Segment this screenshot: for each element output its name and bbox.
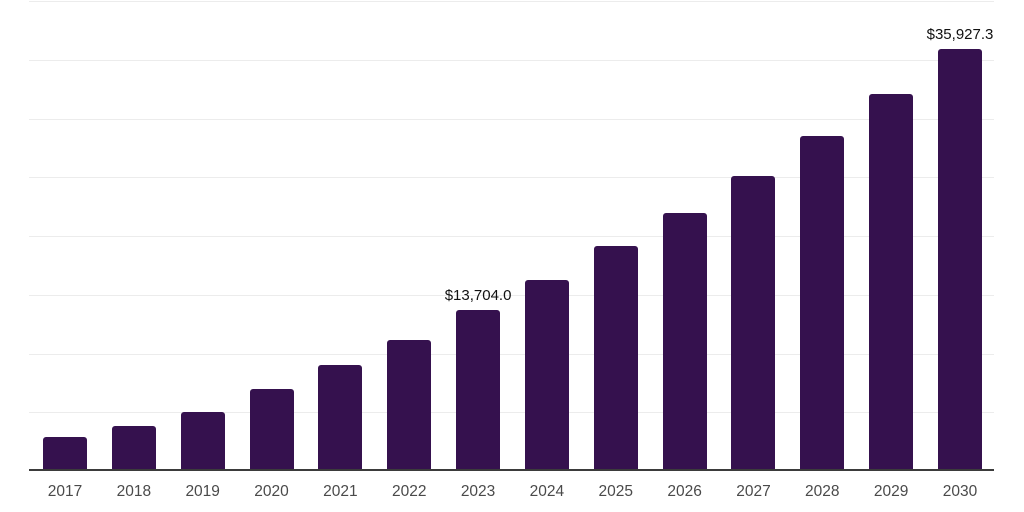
bar-2028 (800, 135, 845, 471)
x-axis-line (29, 469, 994, 471)
bar-2026 (662, 213, 707, 471)
bar-value-label-2023: $13,704.0 (444, 287, 512, 304)
x-tick-label-2019: 2019 (185, 483, 220, 500)
gridline-35000 (29, 60, 994, 61)
bar-2022 (387, 340, 432, 471)
x-tick-label-2027: 2027 (736, 483, 771, 500)
x-tick-label-2022: 2022 (391, 483, 427, 500)
x-tick-label-2018: 2018 (116, 483, 152, 500)
gridline-15000 (29, 295, 994, 296)
bar-2027 (731, 176, 776, 471)
x-tick-label-2028: 2028 (805, 483, 840, 500)
x-tick-label-2030: 2030 (942, 483, 978, 500)
x-axis-labels: 2017 2018 2019 2020 2021 2022 2023 2024 2025 2026… (0, 482, 1024, 504)
bar-2021 (318, 365, 363, 471)
x-tick-label-2020: 2020 (254, 483, 289, 500)
x-tick-label-2024: 2024 (529, 483, 565, 500)
x-tick-label-2021: 2021 (323, 483, 358, 500)
bar-2020 (249, 389, 294, 471)
bar-2024 (524, 279, 569, 471)
bar-2025 (593, 246, 638, 471)
gridline-30000 (29, 119, 994, 120)
bar-2017 (43, 437, 87, 471)
x-tick-label-2029: 2029 (873, 483, 909, 500)
x-tick-label-2023: 2023 (460, 483, 496, 500)
gridline-40000 (29, 1, 994, 2)
bar-2029 (869, 93, 914, 471)
plot-area: $13,704.0 $35,927.3 (0, 1, 1024, 471)
bar-2019 (180, 412, 225, 471)
x-tick-label-2017: 2017 (47, 483, 83, 500)
bar-2018 (111, 426, 156, 471)
bar-value-label-2030: $35,927.3 (926, 25, 994, 43)
gridline-20000 (29, 236, 994, 237)
x-tick-label-2026: 2026 (667, 483, 702, 500)
gridline-5000 (29, 412, 994, 413)
x-tick-label-2025: 2025 (598, 483, 633, 500)
bar-2023 (456, 310, 501, 471)
bar-2030 (938, 48, 982, 471)
gridline-10000 (29, 354, 994, 355)
gridline-25000 (29, 177, 994, 178)
